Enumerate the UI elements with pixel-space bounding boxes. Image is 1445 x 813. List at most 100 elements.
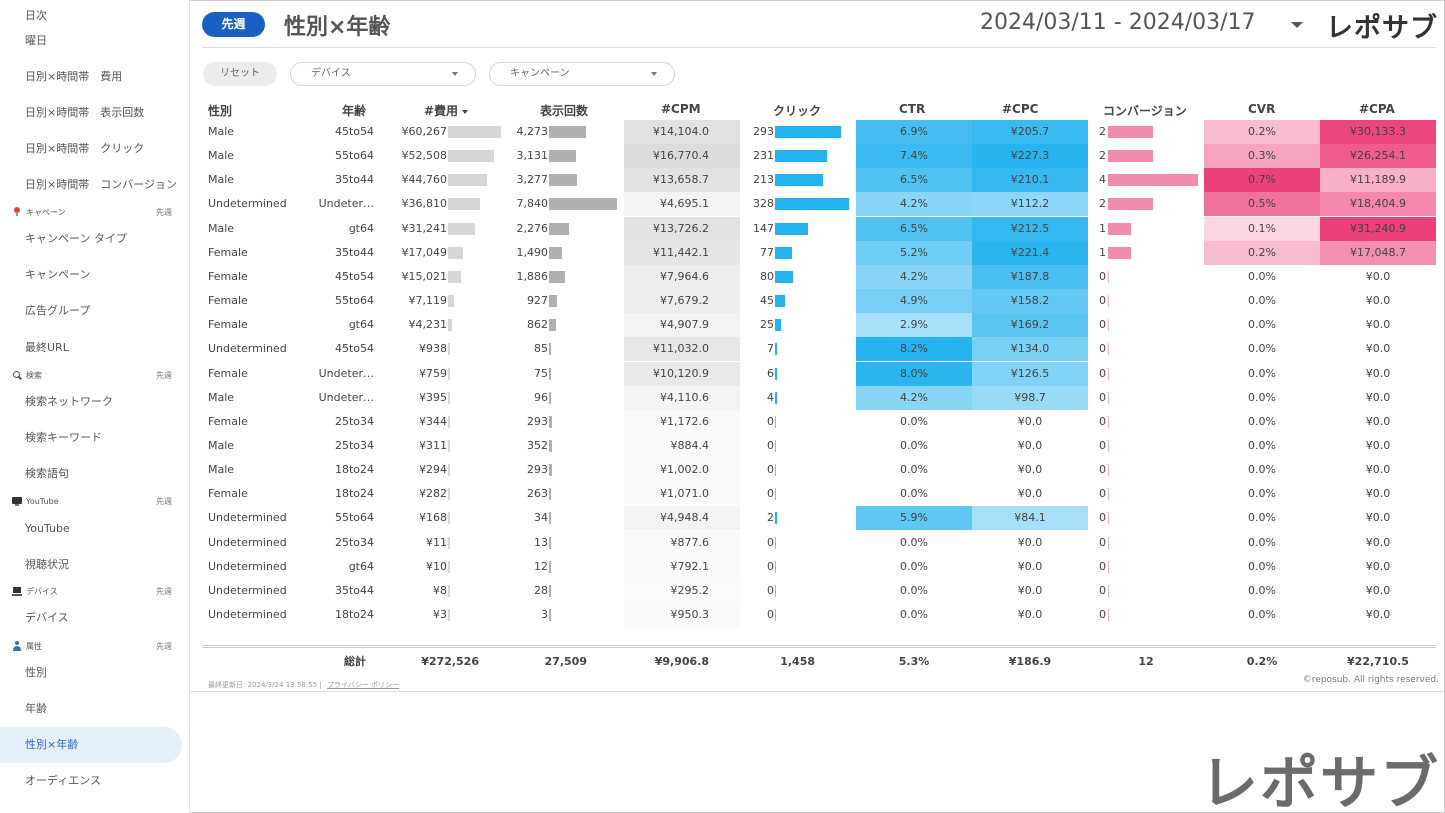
age-cell: 55to64 (334, 294, 374, 308)
sidebar-item[interactable]: 検索キーワード (25, 431, 102, 444)
table-row[interactable]: Male 18to24 ¥294 293 ¥1,002.0 0 0.0% ¥0.0 0 0.0% ¥… (202, 458, 1436, 483)
cpm-cell: ¥4,110.6 (660, 390, 709, 404)
sidebar-item[interactable]: オーディエンス (25, 774, 102, 787)
table-row[interactable]: Male Undeter… ¥395 96 ¥4,110.6 4 4.2% ¥98.7 0 0.0… (202, 385, 1436, 410)
column-header-cpa[interactable]: #CPA (1359, 102, 1395, 116)
table-row[interactable]: Undetermined 45to54 ¥938 85 ¥11,032.0 7 8.2% ¥1… (202, 337, 1436, 362)
table-row[interactable]: Undetermined 18to24 ¥3 3 ¥950.3 0 0.0% ¥0.0 0 0.0… (202, 603, 1436, 627)
section-label: 属性 (26, 641, 42, 651)
table-row[interactable]: Undetermined Undeter… ¥36,810 7,840 ¥4,695.1… (202, 192, 1436, 217)
sidebar-item[interactable]: 年齢 (25, 702, 47, 715)
table-row[interactable]: Male 45to54 ¥60,267 4,273 ¥14,104.0 293 6.9% ¥2… (202, 120, 1436, 144)
sidebar-item[interactable]: 日別×時間帯 クリック (25, 142, 145, 155)
sidebar-item[interactable]: 視聴状況 (25, 558, 69, 571)
reset-button[interactable]: リセット (203, 62, 277, 86)
table-row[interactable]: Undetermined gt64 ¥10 12 ¥792.1 0 0.0% ¥0.0 0 0.0… (202, 554, 1436, 579)
sidebar: 日次曜日日別×時間帯 費用日別×時間帯 表示回数 日別×時間帯 クリック日別×時間… (0, 0, 190, 813)
sidebar-item[interactable]: キャンペーン (25, 268, 91, 281)
cost-cell: ¥938 (419, 342, 447, 356)
conversions-bar (1108, 439, 1109, 452)
table-row[interactable]: Male 55to64 ¥52,508 3,131 ¥16,770.4 231 7.4% ¥2… (202, 144, 1436, 169)
impressions-bar (549, 367, 551, 380)
sidebar-item[interactable]: 検索語句 (25, 467, 69, 480)
cpc-cell: ¥0.0 (1017, 414, 1043, 428)
ctr-cell: 0.0% (900, 583, 928, 597)
table-row[interactable]: Female 45to54 ¥15,021 1,886 ¥7,964.6 80 4.2% ¥1… (202, 264, 1436, 289)
sidebar-item[interactable]: 検索ネットワーク (25, 395, 113, 408)
column-header-conversions[interactable]: コンバージョン (1103, 104, 1187, 118)
search-icon (12, 370, 22, 380)
privacy-policy-link[interactable]: プライバシー ポリシー (326, 681, 400, 689)
cpc-cell: ¥227.3 (1010, 149, 1050, 163)
sidebar-item[interactable]: 曜日 (25, 34, 47, 47)
table-row[interactable]: Male 25to34 ¥311 352 ¥884.4 0 0.0% ¥0.0 0 0.0% ¥0.… (202, 433, 1436, 458)
table-row[interactable]: Male gt64 ¥31,241 2,276 ¥13,726.2 147 6.5% ¥212… (202, 216, 1436, 241)
sidebar-item[interactable]: デバイス (25, 611, 69, 624)
table-row[interactable]: Female 25to34 ¥344 293 ¥1,172.6 0 0.0% ¥0.0 0 0.0… (202, 409, 1436, 434)
table-row[interactable]: Male 35to44 ¥44,760 3,277 ¥13,658.7 213 6.5% ¥2… (202, 168, 1436, 193)
conversions-cell: 0 (1099, 487, 1106, 501)
cpc-heat-cell (972, 361, 1088, 386)
table-row[interactable]: Female 35to44 ¥17,049 1,490 ¥11,442.1 77 5.2% ¥… (202, 240, 1436, 265)
cpm-heat-cell (624, 144, 740, 169)
table-row[interactable]: Female 55to64 ¥7,119 927 ¥7,679.2 45 4.9% ¥158.… (202, 289, 1436, 314)
column-header-cpm[interactable]: #CPM (661, 102, 701, 116)
cvr-cell: 0.0% (1248, 487, 1276, 501)
cpm-heat-cell (624, 120, 740, 144)
sidebar-item[interactable]: 広告グループ (25, 304, 91, 317)
column-header-cost[interactable]: #費用 (424, 102, 469, 119)
column-header-gender[interactable]: 性別 (208, 104, 233, 118)
clicks-bar (775, 512, 777, 525)
table-row[interactable]: Female gt64 ¥4,231 862 ¥4,907.9 25 2.9% ¥169.2 0… (202, 313, 1436, 338)
table-row[interactable]: Female 18to24 ¥282 263 ¥1,071.0 0 0.0% ¥0.0 0 0.0… (202, 482, 1436, 507)
age-cell: Undeter… (318, 366, 374, 380)
cpc-cell: ¥126.5 (1010, 366, 1050, 380)
table-row[interactable]: Undetermined 35to44 ¥8 28 ¥295.2 0 0.0% ¥0.0 0 0.… (202, 578, 1436, 603)
cpc-cell: ¥210.1 (1010, 173, 1050, 187)
table-row[interactable]: Female Undeter… ¥759 75 ¥10,120.9 6 8.0% ¥126.5… (202, 361, 1436, 386)
age-cell: gt64 (348, 221, 374, 235)
cost-bar (448, 560, 450, 573)
column-header-impressions[interactable]: 表示回数 (540, 104, 589, 118)
sidebar-item[interactable]: 性別×年齢 (0, 727, 182, 763)
cpa-heat-cell (1320, 192, 1436, 217)
sidebar-item[interactable]: 性別 (25, 666, 47, 679)
cost-bar (448, 488, 450, 501)
age-cell: 35to44 (334, 583, 374, 597)
cpc-cell: ¥0.0 (1017, 608, 1043, 621)
ctr-heat-cell (856, 264, 972, 289)
sidebar-item[interactable]: YouTube (25, 522, 70, 535)
date-range-picker[interactable]: 2024/03/11 - 2024/03/17 (980, 10, 1256, 35)
sidebar-item[interactable]: 日次 (25, 9, 47, 22)
cpa-cell: ¥18,404.9 (1350, 197, 1406, 211)
sidebar-item[interactable]: キャンペーン タイプ (25, 232, 127, 245)
sidebar-item[interactable]: 日別×時間帯 コンバージョン (25, 178, 177, 191)
cpm-cell: ¥950.3 (670, 608, 710, 621)
gender-cell: Female (208, 487, 248, 501)
conversions-bar (1108, 270, 1109, 283)
clicks-bar (775, 270, 794, 283)
conversions-cell: 2 (1099, 197, 1106, 211)
cost-cell: ¥11 (426, 535, 447, 549)
ctr-heat-cell (856, 385, 972, 410)
column-header-age[interactable]: 年齢 (342, 104, 367, 118)
table-row[interactable]: Undetermined 55to64 ¥168 34 ¥4,948.4 2 5.9% ¥84… (202, 506, 1436, 531)
sidebar-item[interactable]: 最終URL (25, 341, 69, 354)
sidebar-item[interactable]: 日別×時間帯 費用 (25, 70, 123, 83)
column-header-clicks[interactable]: クリック (773, 104, 822, 118)
column-header-ctr[interactable]: CTR (899, 102, 926, 116)
table-row[interactable]: Undetermined 25to34 ¥11 13 ¥877.6 0 0.0% ¥0.0 0 0… (202, 530, 1436, 555)
column-header-cvr[interactable]: CVR (1248, 102, 1276, 116)
column-header-cpc[interactable]: #CPC (1002, 102, 1039, 116)
impressions-cell: 4,273 (516, 125, 549, 138)
campaign-filter[interactable]: キャンペーン (489, 62, 675, 86)
device-filter[interactable]: デバイス (290, 62, 476, 86)
cpc-cell: ¥134.0 (1010, 342, 1050, 356)
footer-divider (190, 691, 1445, 692)
section-label: キャペーン (26, 207, 66, 217)
ctr-cell: 4.2% (900, 390, 928, 404)
chevron-down-icon[interactable] (1291, 22, 1303, 28)
period-button[interactable]: 先週 (202, 12, 265, 37)
sidebar-item[interactable]: 日別×時間帯 表示回数 (25, 106, 145, 119)
cost-bar (448, 319, 452, 332)
